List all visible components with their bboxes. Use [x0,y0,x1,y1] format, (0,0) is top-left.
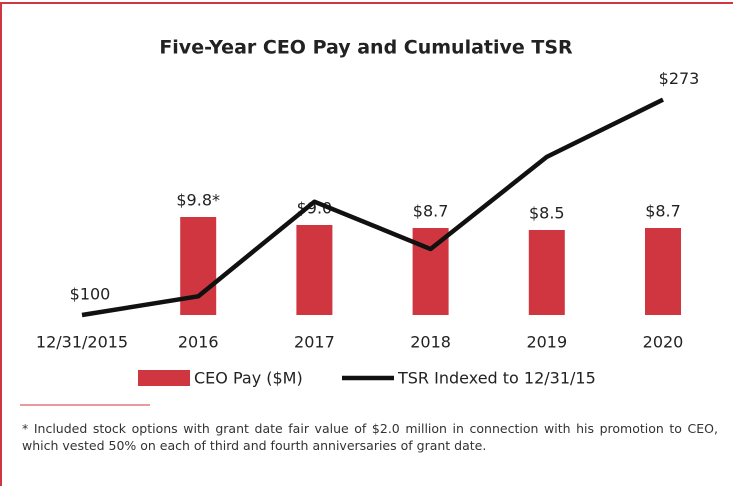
footnote: * Included stock options with grant date… [22,421,718,453]
bar-value-label: $8.7 [645,202,681,221]
tsr-line [81,97,664,318]
footnote-text: Included stock options with grant date f… [22,421,718,453]
x-tick-label: 12/31/2015 [36,333,128,352]
x-tick-label: 2016 [178,333,219,352]
x-tick-label: 2017 [294,333,335,352]
chart-title: Five-Year CEO Pay and Cumulative TSR [159,37,573,59]
x-tick-label: 2019 [526,333,567,352]
bar-value-label: $9.8* [176,191,220,210]
legend-label: TSR Indexed to 12/31/15 [397,369,596,388]
bar-value-label: $8.7 [413,202,449,221]
x-tick-label: 2020 [643,333,684,352]
bar [528,230,565,315]
line-value-label: $100 [70,285,111,304]
bar [645,228,681,315]
x-tick-label: 2018 [410,333,451,352]
legend-label: CEO Pay ($M) [194,369,303,388]
line-value-label: $273 [659,69,700,88]
bar [296,225,333,315]
legend-swatch [138,370,190,386]
bar-value-label: $8.5 [529,204,565,223]
